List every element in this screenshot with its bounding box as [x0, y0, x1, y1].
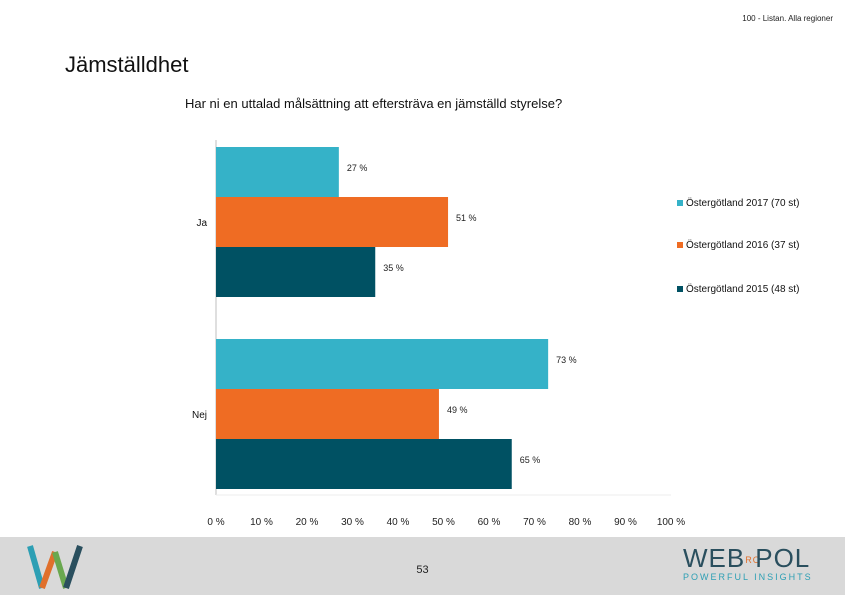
bar-chart: 27 % 51 % 35 % Ja 73 % 49 % 65 % Nej 0 % 10 % 20 %… — [192, 140, 799, 528]
bar-ja-series-2 — [216, 197, 449, 247]
x-tick-label: 90 % — [614, 517, 637, 528]
x-tick-label: 80 % — [569, 517, 592, 528]
brand-tagline: POWERFUL INSIGHTS — [683, 572, 813, 582]
page-title: Jämställdhet — [65, 52, 189, 77]
data-label: 51 % — [456, 213, 477, 223]
header-note: 100 - Listan. Alla regioner — [742, 14, 833, 23]
legend-label: Östergötland 2016 (37 st) — [686, 239, 799, 251]
bar-nej-series-2 — [216, 389, 439, 439]
x-tick-label: 10 % — [250, 517, 273, 528]
page-number: 53 — [416, 564, 429, 576]
bar-ja-series-3 — [216, 247, 376, 297]
x-tick-label: 20 % — [296, 517, 319, 528]
legend-label: Östergötland 2017 (70 st) — [686, 197, 799, 209]
data-label: 49 % — [447, 405, 468, 415]
x-tick-label: 0 % — [207, 517, 224, 528]
legend-swatch — [677, 200, 683, 206]
bar-nej-series-1 — [216, 339, 549, 389]
legend-label: Östergötland 2015 (48 st) — [686, 283, 799, 295]
legend-swatch — [677, 242, 683, 248]
bar-nej-series-3 — [216, 439, 512, 489]
bar-ja-series-1 — [216, 147, 339, 197]
brand-logo: WEBROPOL POWERFUL INSIGHTS — [683, 543, 823, 582]
x-tick-label: 60 % — [478, 517, 501, 528]
legend-swatch — [677, 286, 683, 292]
brand-web: WEB — [683, 543, 746, 573]
brand-pol: POL — [755, 543, 811, 573]
footer: 53 WEBROPOL POWERFUL INSIGHTS — [0, 537, 845, 595]
x-tick-label: 50 % — [432, 517, 455, 528]
x-tick-label: 40 % — [387, 517, 410, 528]
data-label: 27 % — [347, 163, 368, 173]
data-label: 73 % — [556, 355, 577, 365]
chart-title: Har ni en uttalad målsättning att efters… — [185, 96, 563, 111]
w-logo-icon — [27, 545, 83, 590]
x-tick-label: 100 % — [657, 517, 685, 528]
x-tick-label: 30 % — [341, 517, 364, 528]
category-label: Ja — [196, 218, 207, 229]
brand-ro: RO — [745, 554, 761, 565]
data-label: 35 % — [383, 263, 404, 273]
category-label: Nej — [192, 410, 207, 421]
x-tick-label: 70 % — [523, 517, 546, 528]
data-label: 65 % — [520, 455, 541, 465]
